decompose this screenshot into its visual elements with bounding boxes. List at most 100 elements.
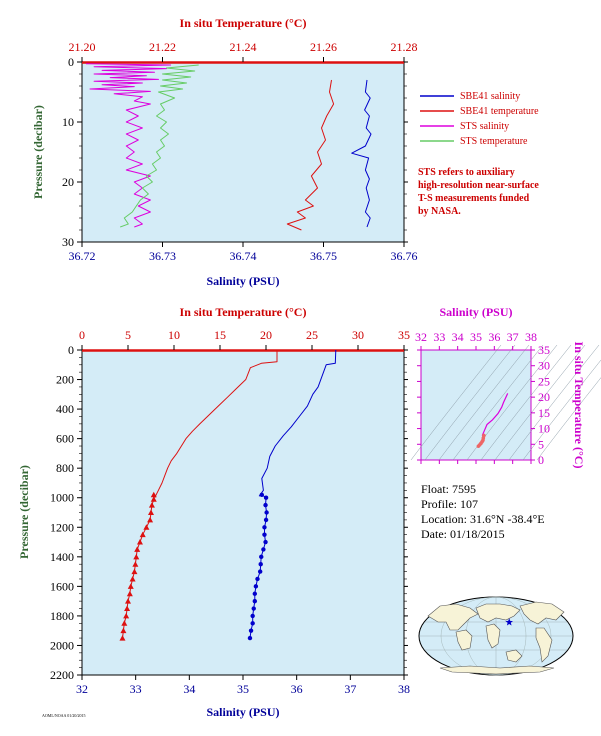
top-temp-tick-label-2: 21.24 [230,40,257,54]
bottom-temp-tick-label-6: 30 [352,328,364,342]
bottom-point-sbe41-salinity-deep-17 [250,613,255,619]
top-line-sbe41-temperature [286,79,335,231]
ts-density-contour-3 [452,344,544,461]
bottom-series-group [119,349,337,641]
ts-y-tick-label-1: 5 [538,437,544,451]
bottom-point-sbe41-temperature-deep-19 [120,627,127,634]
legend-label-sbe41-salinity: SBE41 salinity [460,91,520,102]
top-legend: SBE41 salinity SBE41 temperature STS sal… [420,91,539,147]
float-location-star-icon [505,618,513,626]
bottom-ticks-group: 0 5 10 15 20 25 30 35 32 33 34 35 36 37 38 0 200 400 600 80… [50,328,410,696]
ts-y-tick-label-4: 20 [538,390,550,404]
top-temp-tick-label-1: 21.22 [149,40,176,54]
ts-density-contour-0 [410,344,502,461]
sts-note: STS refers to auxiliary high-resolution … [418,167,539,217]
bottom-point-sbe41-salinity-deep-4 [263,517,269,523]
bottom-point-sbe41-temperature-deep-9 [133,553,140,560]
top-pressure-axis-title: Pressure (decibar) [31,105,45,199]
ts-salinity-axis-title: Salinity (PSU) [439,305,512,319]
bottom-temp-tick-label-2: 10 [168,328,180,342]
ts-series-group [476,393,509,448]
bottom-point-sbe41-temperature-deep-16 [124,605,131,612]
ts-density-contour-7 [508,344,600,461]
bottom-point-sbe41-temperature-deep-17 [123,612,130,619]
bottom-point-sbe41-temperature-deep-1 [150,496,157,502]
top-plot-area [81,61,405,243]
bottom-temp-tick-label-5: 25 [306,328,318,342]
top-temp-axis-title: In situ Temperature (°C) [180,16,307,30]
bottom-point-sbe41-temperature-deep-2 [148,502,155,508]
bottom-point-sbe41-temperature-deep-20 [119,635,126,641]
bottom-pres-tick-label-8: 1600 [50,579,74,593]
ts-density-contour-4 [466,344,558,461]
bottom-point-sbe41-salinity-deep-20 [247,635,253,641]
bottom-point-sbe41-salinity-deep-0 [259,492,264,497]
bottom-pres-tick-label-2: 400 [56,402,74,416]
bottom-point-sbe41-temperature-deep-3 [148,509,154,515]
top-line-sbe41-salinity [351,79,372,228]
bottom-point-sbe41-salinity-deep-5 [262,525,267,530]
top-sal-tick-label-0: 36.72 [69,249,96,263]
top-pres-tick-label-1: 10 [62,115,74,129]
bottom-temp-axis-title: In situ Temperature (°C) [180,305,307,319]
ts-density-contour-6 [494,344,586,461]
bottom-point-sbe41-temperature-deep-11 [131,568,138,575]
bottom-pres-tick-label-6: 1200 [50,520,74,534]
ts-x-tick-label-2: 34 [452,330,464,344]
ts-y-tick-label-7: 35 [538,343,550,357]
bottom-point-sbe41-temperature-deep-8 [134,546,141,552]
ts-plot-area [420,349,532,461]
bottom-pres-tick-label-1: 200 [56,373,74,387]
bottom-sal-tick-label-1: 33 [130,682,142,696]
legend-label-sbe41-temperature: SBE41 temperature [460,106,539,117]
bottom-point-sbe41-salinity-deep-12 [255,576,260,582]
ts-x-tick-label-0: 32 [415,330,427,344]
bottom-point-sbe41-salinity-deep-1 [263,495,269,500]
float-info: Float: 7595 Profile: 107 Location: 31.6°… [421,482,545,541]
bottom-pressure-axis-title: Pressure (decibar) [17,465,31,559]
ts-y-tick-label-0: 0 [538,453,544,467]
footer-credit: AOML/NOAA 01/20/2015 [42,713,85,718]
bottom-point-sbe41-salinity-deep-7 [263,539,268,545]
bottom-point-sbe41-temperature-deep-12 [129,575,136,582]
bottom-point-sbe41-temperature-deep-15 [125,598,131,604]
bottom-point-sbe41-temperature-deep-13 [127,583,134,589]
bottom-sal-tick-label-4: 36 [291,682,303,696]
bottom-point-sbe41-salinity-deep-3 [264,510,269,515]
top-temp-tick-label-3: 21.26 [310,40,337,54]
ts-density-contour-5 [480,344,572,461]
bottom-pres-tick-label-9: 1800 [50,609,74,623]
ts-y-tick-label-2: 10 [538,422,550,436]
bottom-point-sbe41-temperature-deep-4 [147,516,154,523]
top-sal-tick-label-3: 36.75 [310,249,337,263]
bottom-point-sbe41-salinity-deep-16 [251,606,256,611]
bottom-point-sbe41-salinity-deep-15 [252,598,258,604]
bottom-sal-tick-label-3: 35 [237,682,249,696]
map-continents [427,601,565,675]
bottom-point-sbe41-temperature-deep-14 [126,590,133,597]
sts-note-line-3: T-S measurements funded [418,193,530,204]
ts-density-contour-8 [522,359,601,461]
world-map [418,596,574,676]
bottom-sal-tick-label-2: 34 [183,682,195,696]
bottom-point-sbe41-salinity-deep-8 [261,547,266,552]
bottom-temp-tick-label-3: 15 [214,328,226,342]
top-temp-tick-label-4: 21.28 [391,40,418,54]
profile-date: Date: 01/18/2015 [421,527,505,541]
bottom-temp-tick-label-7: 35 [398,328,410,342]
bottom-point-sbe41-salinity-deep-19 [248,628,254,633]
sts-note-line-4: by NASA. [418,206,461,217]
bottom-pres-tick-label-0: 0 [68,343,74,357]
top-sal-tick-label-1: 36.73 [149,249,176,263]
bottom-plot-area [81,349,405,676]
top-sal-tick-label-2: 36.74 [230,249,257,263]
bottom-point-sbe41-salinity-deep-11 [257,569,263,574]
bottom-point-sbe41-salinity-deep-13 [253,584,259,589]
legend-label-sts-temperature: STS temperature [460,136,528,147]
sts-note-line-1: STS refers to auxiliary [418,167,515,178]
top-pres-tick-label-0: 0 [68,55,74,69]
bottom-sal-tick-label-6: 38 [398,682,410,696]
location: Location: 31.6°N -38.4°E [421,512,545,526]
bottom-temp-tick-label-4: 20 [260,328,272,342]
